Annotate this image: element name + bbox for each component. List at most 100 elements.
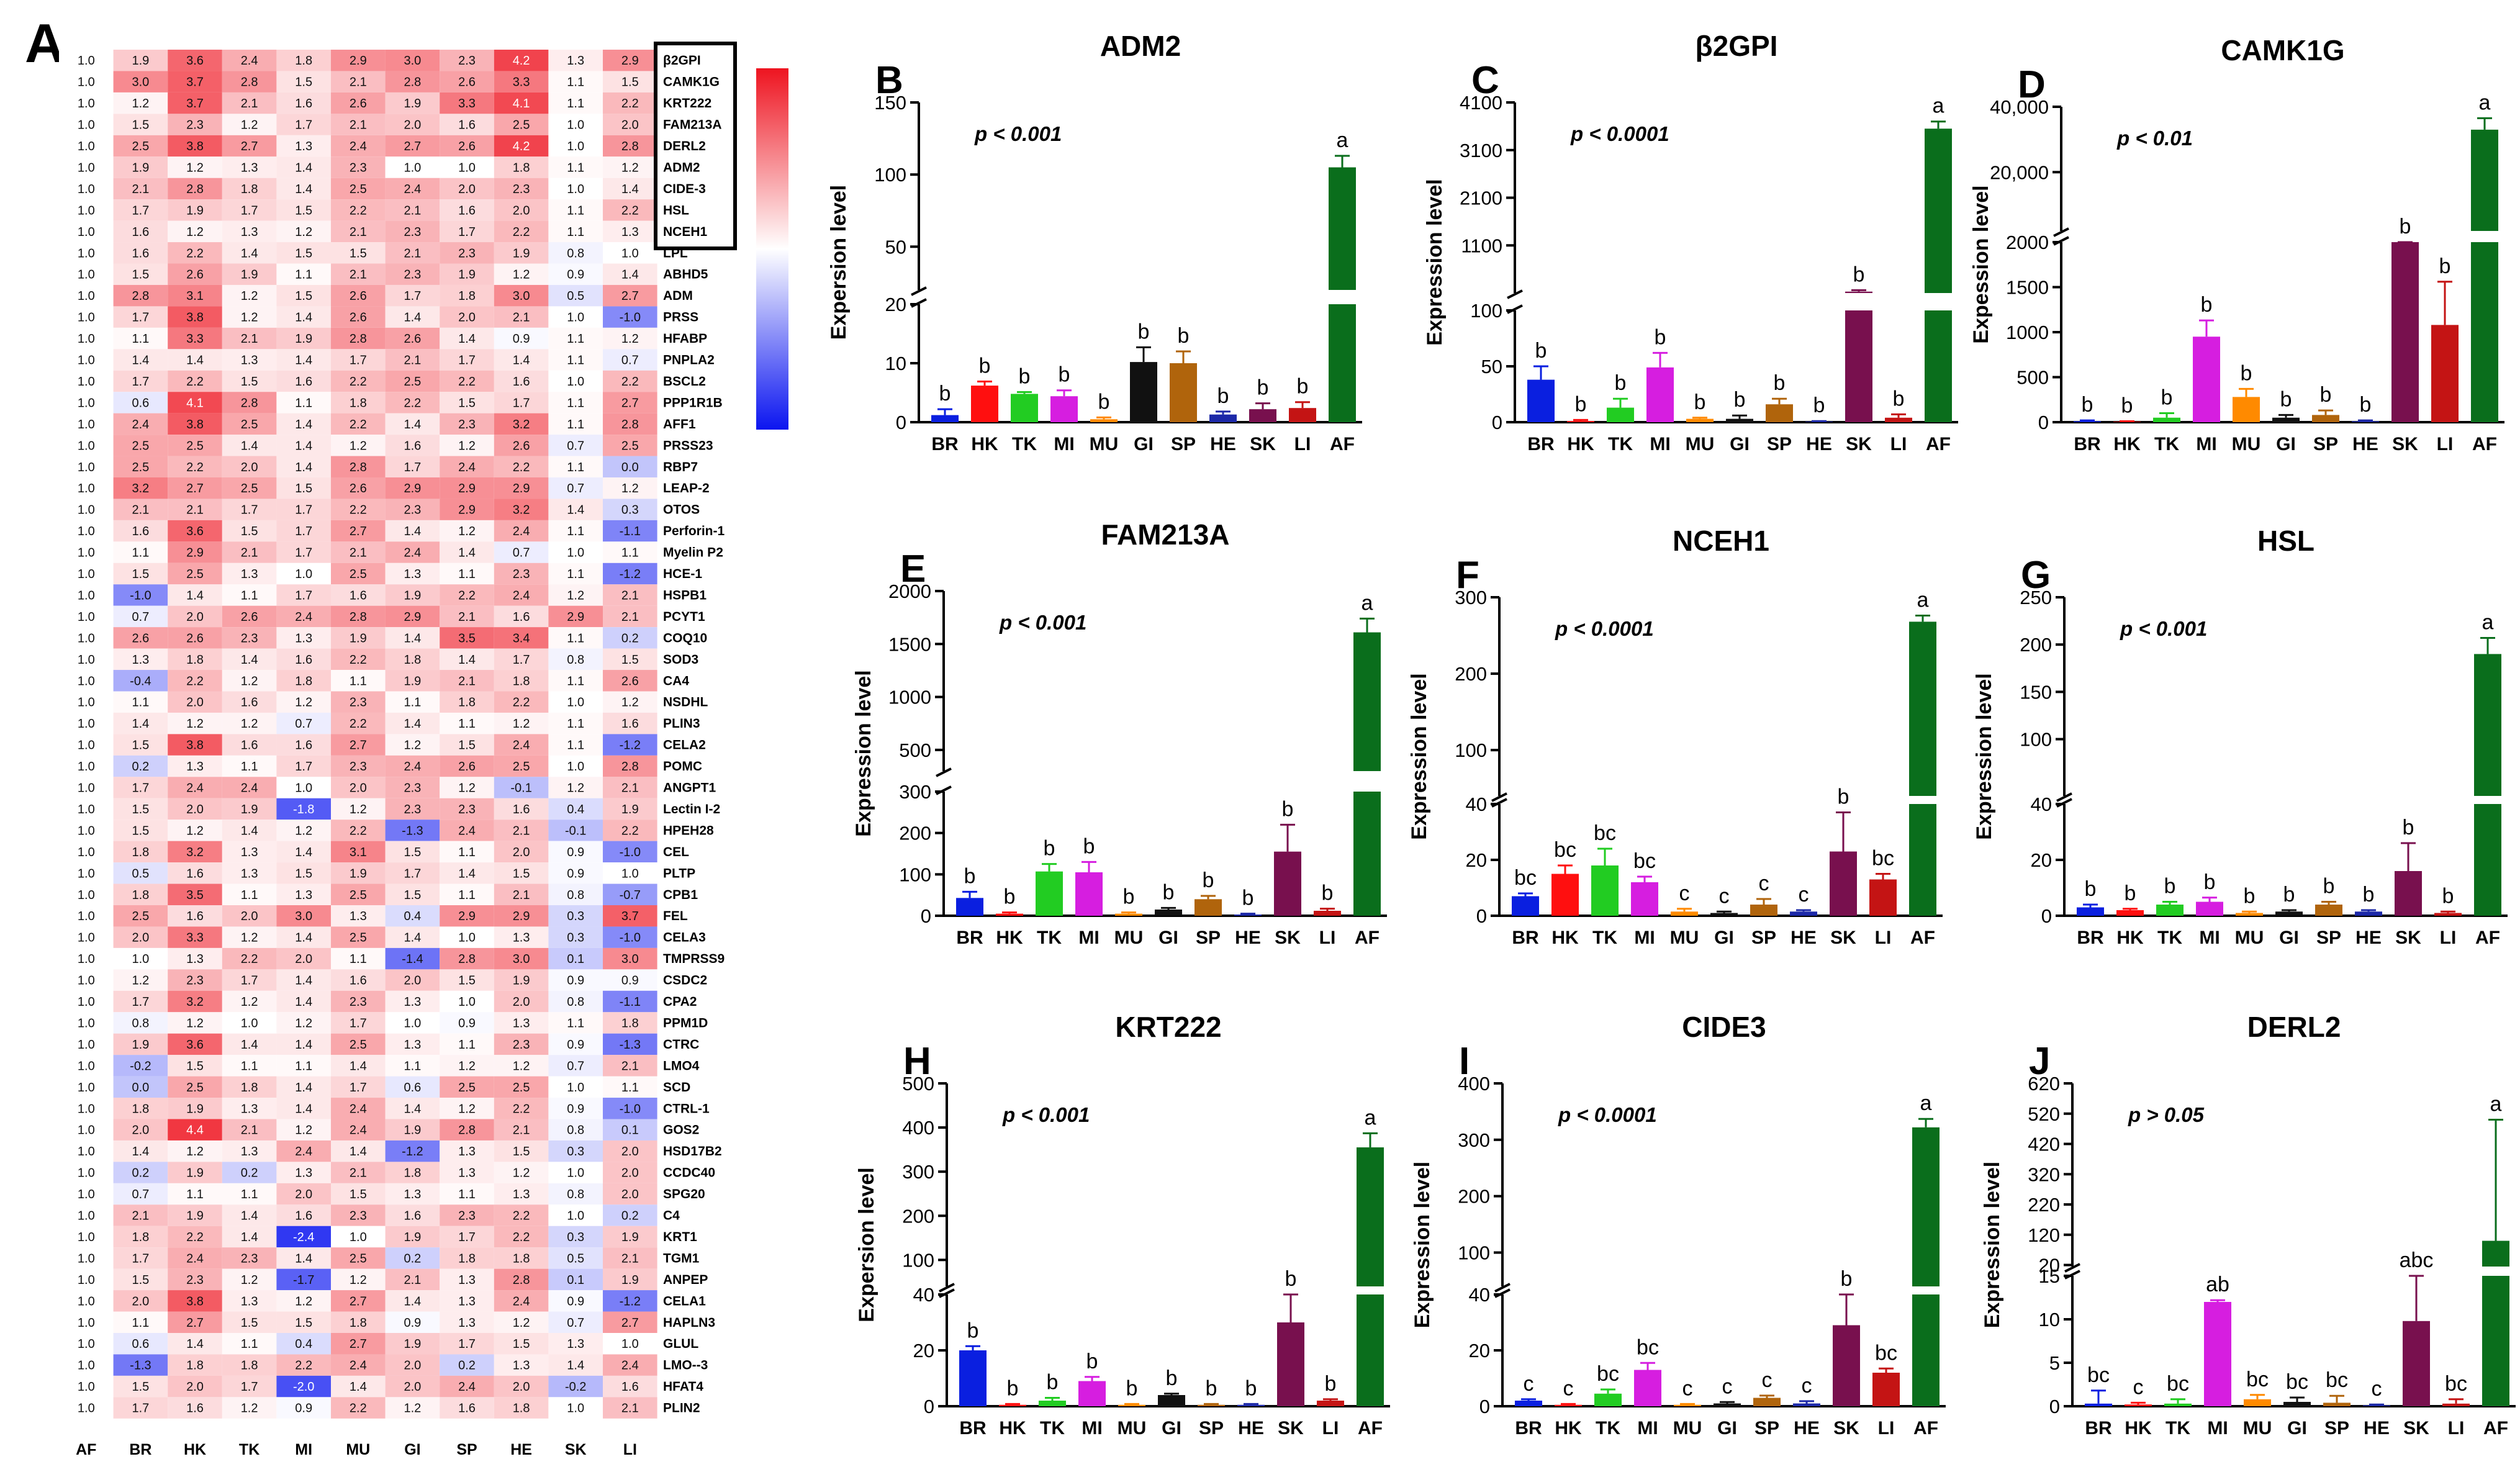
heatmap-cell-value: 2.8 xyxy=(241,76,258,89)
y-tick-label: 0 xyxy=(1476,905,1487,927)
x-tick-label: BR xyxy=(1512,928,1539,948)
heatmap-cell xyxy=(222,156,277,178)
y-tick-label: 520 xyxy=(2028,1103,2060,1125)
significance-letter: bc xyxy=(2087,1363,2110,1387)
heatmap-cell xyxy=(276,178,331,200)
bar xyxy=(2474,804,2501,916)
bar xyxy=(2204,1302,2231,1406)
heatmap-cell-value: 2.0 xyxy=(404,119,421,132)
gene-label: FAM213A xyxy=(663,118,722,132)
significance-letter: b xyxy=(2244,884,2256,908)
y-tick-label: 20,000 xyxy=(1990,161,2049,183)
heatmap-cell-value: 1.0 xyxy=(78,119,95,132)
bar xyxy=(1726,418,1753,422)
heatmap-cell xyxy=(385,135,440,157)
x-tick-label: HK xyxy=(1551,928,1579,948)
bar xyxy=(971,386,998,422)
significance-letter: a xyxy=(1917,589,1929,612)
heatmap-cell-value: 2.2 xyxy=(621,97,639,111)
x-tick-label: LI xyxy=(1890,434,1907,454)
y-tick-label: 200 xyxy=(1455,663,1487,685)
bar xyxy=(1591,865,1619,916)
heatmap-cell xyxy=(603,50,657,71)
y-tick-label: 1500 xyxy=(888,633,931,655)
heatmap-cell xyxy=(548,199,603,221)
heatmap-cell xyxy=(494,92,549,114)
significance-letter: b xyxy=(2439,255,2451,278)
heatmap-cell-value: 1.6 xyxy=(458,204,476,217)
x-tick-label: MI xyxy=(1650,434,1670,454)
heatmap-cell xyxy=(494,50,549,71)
bar xyxy=(1833,1325,1860,1406)
heatmap-cell-value: 1.0 xyxy=(404,161,421,174)
significance-letter: ab xyxy=(2206,1273,2229,1296)
bar xyxy=(1714,1403,1741,1406)
y-tick-label: 220 xyxy=(2028,1194,2060,1216)
heatmap-cell xyxy=(168,50,222,71)
heatmap-cell-value: 1.5 xyxy=(621,76,639,89)
bar xyxy=(2196,901,2223,916)
x-tick-label: TK xyxy=(1040,1418,1065,1439)
significance-letter: b xyxy=(1086,1350,1098,1373)
x-tick-label: BR xyxy=(1515,1418,1542,1439)
y-tick-label: 40 xyxy=(1466,793,1487,815)
heatmap-cell-value: 1.0 xyxy=(78,97,95,111)
heatmap-cell-value: 1.5 xyxy=(132,119,149,132)
x-tick-label: BR xyxy=(931,434,959,454)
y-tick-label: 20 xyxy=(1466,849,1487,871)
heatmap-cell-value: 2.3 xyxy=(350,161,367,174)
bar xyxy=(2193,337,2220,422)
x-tick-label: HK xyxy=(1567,434,1594,454)
y-tick-label: 1000 xyxy=(2006,322,2049,343)
gene-label: DERL2 xyxy=(663,139,706,153)
heatmap-cell xyxy=(385,92,440,114)
heatmap-cell-value: 3.3 xyxy=(458,97,476,111)
bar xyxy=(1766,404,1793,422)
p-value: p < 0.0001 xyxy=(1558,1103,1657,1126)
x-tick-label: LI xyxy=(2448,1418,2465,1439)
heatmap-cell-value: 2.4 xyxy=(350,140,367,153)
heatmap-cell-value: 1.7 xyxy=(295,119,312,132)
heatmap-cell xyxy=(331,71,386,93)
heatmap-cell-value: 1.2 xyxy=(621,161,639,174)
significance-letter: b xyxy=(1083,834,1095,858)
x-tick-label: LI xyxy=(1875,928,1892,948)
x-tick-label: TK xyxy=(1608,434,1633,454)
heatmap-cell-value: 2.1 xyxy=(350,119,367,132)
heatmap-cell-value: 2.0 xyxy=(513,204,530,217)
heatmap-cell-value: 1.0 xyxy=(78,54,95,68)
heatmap-cell-value: 2.4 xyxy=(404,183,421,196)
bar xyxy=(1036,871,1063,916)
x-tick-label: HK xyxy=(2116,928,2144,948)
bar xyxy=(2125,1404,2152,1406)
x-tick-label: SP xyxy=(1199,1418,1224,1439)
bar xyxy=(999,1404,1026,1406)
y-tick-label: 1500 xyxy=(2006,277,2049,299)
heatmap-cell-value: 1.0 xyxy=(458,161,476,174)
heatmap-cell-value: 1.9 xyxy=(132,161,149,174)
bar xyxy=(2431,325,2459,422)
x-tick-label: SP xyxy=(2324,1418,2349,1439)
y-tick-label: 150 xyxy=(874,92,906,114)
significance-letter: c xyxy=(1524,1372,1534,1396)
significance-letter: bc xyxy=(2246,1368,2269,1391)
bar xyxy=(1277,1322,1304,1406)
x-tick-label: HE xyxy=(1235,928,1261,948)
x-tick-label: TK xyxy=(2165,1418,2190,1439)
y-tick-label: 300 xyxy=(902,1161,934,1183)
gene-label: CIDE-3 xyxy=(663,182,706,196)
heatmap-cell xyxy=(59,92,114,114)
heatmap-cell-value: 2.1 xyxy=(404,204,421,217)
bar xyxy=(956,898,983,916)
heatmap-cell-value: 2.3 xyxy=(513,183,530,196)
bar xyxy=(1289,408,1316,422)
bar xyxy=(1274,851,1301,916)
heatmap-cell xyxy=(276,199,331,221)
y-tick-label: 120 xyxy=(2028,1224,2060,1246)
bar xyxy=(2471,242,2498,422)
x-tick-label: AF xyxy=(1358,1418,1383,1439)
heatmap-cell xyxy=(168,199,222,221)
x-tick-label: MI xyxy=(1054,434,1074,454)
x-tick-label: AF xyxy=(1910,928,1935,948)
heatmap-cell-value: 1.1 xyxy=(567,161,584,174)
